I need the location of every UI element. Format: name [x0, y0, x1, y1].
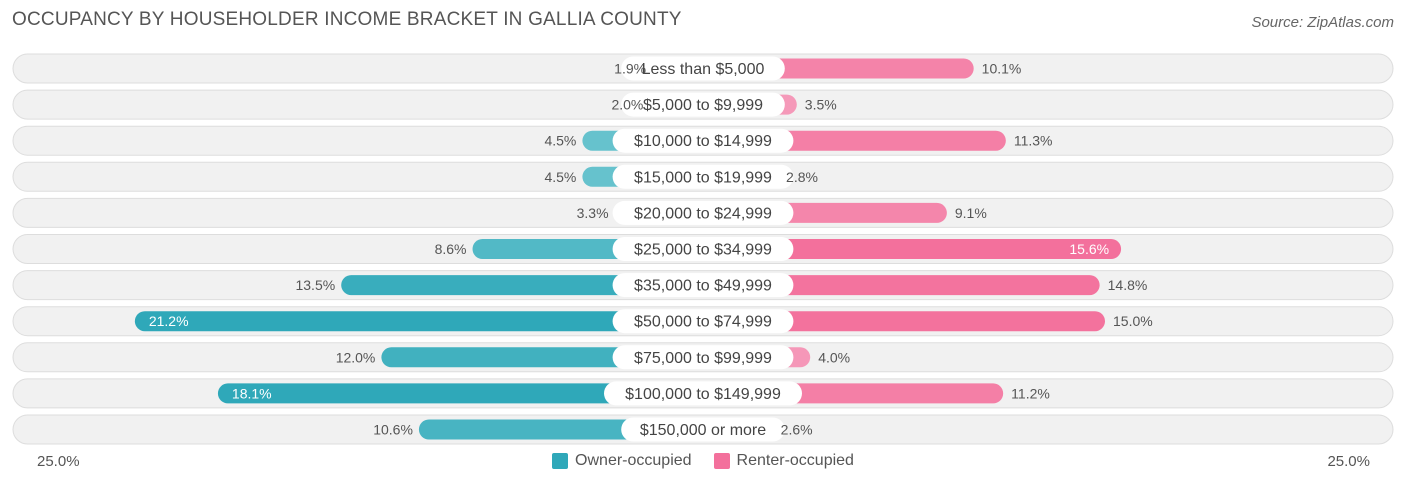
renter-value-label: 2.8%: [786, 169, 818, 185]
category-label-bg: [621, 56, 785, 81]
legend-item-renter: Renter-occupied: [713, 452, 854, 470]
owner-bar: [134, 311, 704, 332]
renter-value-label: 3.5%: [805, 97, 837, 113]
renter-bar: [703, 239, 1122, 259]
renter-value-label: 15.6%: [1069, 241, 1109, 257]
category-label-bg: [612, 345, 794, 370]
category-label: $75,000 to $99,999: [634, 350, 772, 367]
legend-label-owner: Owner-occupied: [575, 452, 692, 469]
owner-value-label: 1.9%: [614, 61, 646, 77]
owner-value-label: 13.5%: [295, 277, 335, 293]
renter-value-label: 11.3%: [1014, 133, 1053, 149]
category-label: Less than $5,000: [642, 61, 765, 78]
legend-swatch-renter: [713, 453, 730, 469]
owner-value-label: 8.6%: [435, 241, 467, 257]
category-label-bg: [612, 200, 794, 225]
owner-value-label: 4.5%: [544, 169, 576, 185]
legend-label-renter: Renter-occupied: [736, 452, 854, 469]
category-label: $35,000 to $49,999: [634, 278, 772, 295]
owner-value-label: 21.2%: [149, 313, 189, 329]
legend-item-owner: Owner-occupied: [552, 452, 692, 470]
owner-bar: [341, 275, 703, 296]
category-label-bg: [612, 128, 794, 153]
owner-value-label: 10.6%: [373, 422, 413, 438]
owner-value-label: 3.3%: [577, 205, 609, 221]
chart-title: OCCUPANCY BY HOUSEHOLDER INCOME BRACKET …: [12, 9, 682, 30]
category-label-bg: [612, 309, 794, 334]
category-label: $20,000 to $24,999: [634, 205, 772, 222]
category-label: $25,000 to $34,999: [634, 242, 772, 259]
category-label-bg: [612, 273, 794, 298]
owner-value-label: 2.0%: [611, 97, 643, 113]
renter-value-label: 11.2%: [1011, 385, 1050, 401]
owner-value-label: 12.0%: [336, 349, 376, 365]
source-credit: Source: ZipAtlas.com: [1251, 14, 1394, 31]
renter-value-label: 9.1%: [955, 205, 987, 221]
owner-bar: [217, 383, 704, 404]
renter-value-label: 10.1%: [982, 61, 1022, 77]
axis-min-label: 25.0%: [37, 453, 80, 470]
category-label: $5,000 to $9,999: [643, 97, 763, 114]
category-label-bg: [612, 164, 794, 189]
category-label: $15,000 to $19,999: [634, 169, 772, 186]
category-label: $150,000 or more: [640, 422, 766, 439]
category-label-bg: [621, 92, 785, 117]
category-label-bg: [621, 417, 785, 442]
renter-value-label: 14.8%: [1108, 277, 1148, 293]
renter-bar: [703, 311, 1105, 332]
legend-swatch-owner: [552, 453, 569, 469]
renter-value-label: 15.0%: [1113, 313, 1153, 329]
owner-value-label: 18.1%: [232, 385, 272, 401]
category-label-bg: [604, 381, 802, 406]
category-label: $50,000 to $74,999: [634, 314, 772, 331]
renter-value-label: 4.0%: [818, 349, 850, 365]
owner-value-label: 4.5%: [544, 133, 576, 149]
renter-value-label: 2.6%: [781, 422, 813, 438]
category-label: $100,000 to $149,999: [625, 386, 781, 403]
legend: Owner-occupied Renter-occupied: [0, 452, 1406, 470]
category-label: $10,000 to $14,999: [634, 133, 772, 150]
renter-bar: [703, 275, 1100, 296]
axis-max-label: 25.0%: [1327, 453, 1370, 470]
category-label-bg: [612, 237, 794, 261]
